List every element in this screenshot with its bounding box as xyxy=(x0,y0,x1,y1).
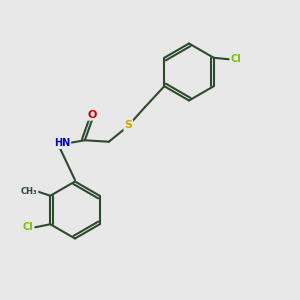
Text: O: O xyxy=(88,110,97,120)
Text: Cl: Cl xyxy=(22,222,33,232)
Text: Cl: Cl xyxy=(231,54,242,64)
Text: CH₃: CH₃ xyxy=(21,187,38,196)
Text: HN: HN xyxy=(54,138,70,148)
Text: S: S xyxy=(124,120,132,130)
